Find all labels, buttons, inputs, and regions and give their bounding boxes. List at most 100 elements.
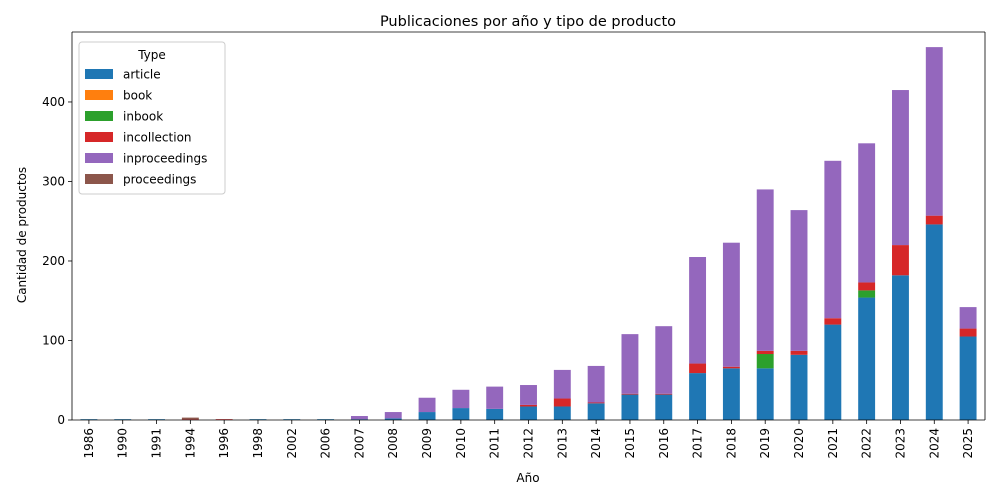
bar-inproceedings-2023 [892,90,909,246]
x-tick-label-2015: 2015 [623,428,637,459]
x-tick-label-1986: 1986 [82,428,96,459]
bar-inproceedings-2022 [858,143,876,283]
axes-layer: 0 100 200 300 400 1986 1990 1991 1994 1996 1998 200… [42,31,986,459]
bar-incollection-2018 [722,366,740,369]
bar-incollection-2021 [824,318,842,325]
legend-swatch-article [85,69,113,79]
bar-incollection-2015 [621,393,639,395]
bar-incollection-2016 [655,393,673,395]
x-tick-label-2019: 2019 [758,428,772,459]
bar-article-2018 [722,368,740,420]
bar-inproceedings-2018 [722,242,740,367]
bar-inproceedings-2009 [418,397,436,413]
bar-inproceedings-2010 [452,389,470,409]
bar-inproceedings-2017 [689,257,707,364]
y-tick-label-200: 200 [42,254,65,268]
legend: Type article book inbook incollection inproce… [78,41,226,195]
chart-title: Publicaciones por año y tipo de producto [380,14,676,30]
bars-layer [80,47,977,420]
legend-frame [78,41,226,195]
bar-inproceedings-2015 [621,334,639,394]
bar-article-2023 [892,275,909,420]
bar-inproceedings-2016 [655,326,673,394]
bar-inproceedings-2007 [350,416,368,420]
legend-swatch-inbook [85,111,113,121]
x-tick-label-2025: 2025 [961,428,975,459]
bar-article-2021 [824,324,842,420]
x-tick-label-2013: 2013 [555,428,569,459]
bar-incollection-2023 [892,245,909,276]
x-tick-label-2017: 2017 [691,428,705,459]
bar-inproceedings-2025 [959,307,977,329]
x-tick-label-2007: 2007 [352,428,366,459]
x-tick-label-1990: 1990 [116,428,130,459]
bar-incollection-2017 [689,363,707,374]
x-tick-label-2002: 2002 [285,428,299,459]
legend-swatch-inproceedings [85,153,113,163]
legend-swatch-incollection [85,132,113,142]
bar-incollection-2025 [959,328,977,337]
x-tick-label-2021: 2021 [826,428,840,459]
x-tick-label-2022: 2022 [860,428,874,459]
y-tick-label-100: 100 [42,333,65,347]
bar-incollection-2020 [790,350,808,355]
bar-article-2015 [621,394,639,420]
bar-inproceedings-2014 [587,365,605,403]
x-tick-label-2009: 2009 [420,428,434,459]
bar-inproceedings-2012 [520,385,537,405]
x-tick-label-2020: 2020 [792,428,806,459]
x-tick-label-1991: 1991 [150,428,164,459]
bar-inproceedings-2008 [384,412,402,419]
bar-inproceedings-2021 [824,160,842,319]
legend-label-proceedings: proceedings [123,173,196,187]
x-tick-label-1998: 1998 [251,428,265,459]
bar-article-2014 [587,403,605,420]
y-axis-title: Cantidad de productos [15,167,29,303]
bar-inproceedings-2013 [553,369,571,399]
x-tick-label-2008: 2008 [386,428,400,459]
x-tick-label-2023: 2023 [893,428,907,459]
bar-article-2019 [756,368,774,420]
bar-inproceedings-2024 [925,47,943,216]
bar-inproceedings-2011 [486,386,504,409]
bar-article-2009 [418,412,436,420]
bar-article-2020 [790,354,808,420]
bar-proceedings-1994 [181,417,199,420]
bar-incollection-2014 [587,402,605,404]
legend-label-inproceedings: inproceedings [123,152,207,166]
x-tick-label-2018: 2018 [724,428,738,459]
bar-article-2008 [384,418,402,420]
bar-incollection-2019 [756,350,774,355]
y-tick-label-0: 0 [57,413,65,427]
legend-label-incollection: incollection [123,131,192,145]
bar-article-2012 [520,406,537,420]
y-tick-label-400: 400 [42,95,65,109]
x-tick-label-2010: 2010 [454,428,468,459]
bar-incollection-2013 [553,398,571,407]
bar-incollection-2024 [925,215,943,225]
bar-article-2017 [689,373,707,420]
x-tick-label-2024: 2024 [927,428,941,459]
bar-article-2025 [959,336,977,420]
bar-inproceedings-2019 [756,189,774,351]
bar-incollection-2012 [520,404,537,407]
x-tick-label-2016: 2016 [657,428,671,459]
x-tick-label-1996: 1996 [217,428,231,459]
legend-label-inbook: inbook [123,110,163,124]
x-tick-label-1994: 1994 [183,428,197,459]
bar-inbook-2019 [756,354,774,369]
bar-article-2013 [553,406,571,420]
x-tick-label-2014: 2014 [589,428,603,459]
bar-incollection-2022 [858,282,876,291]
legend-label-book: book [123,89,152,103]
bar-article-2024 [925,224,943,420]
legend-label-article: article [123,68,161,82]
bar-article-2011 [486,408,504,420]
bar-inproceedings-2020 [790,210,808,351]
bar-article-2010 [452,408,470,420]
x-tick-label-2011: 2011 [488,428,502,459]
y-tick-label-300: 300 [42,174,65,188]
bar-inbook-2022 [858,290,876,298]
bar-article-2016 [655,394,673,420]
